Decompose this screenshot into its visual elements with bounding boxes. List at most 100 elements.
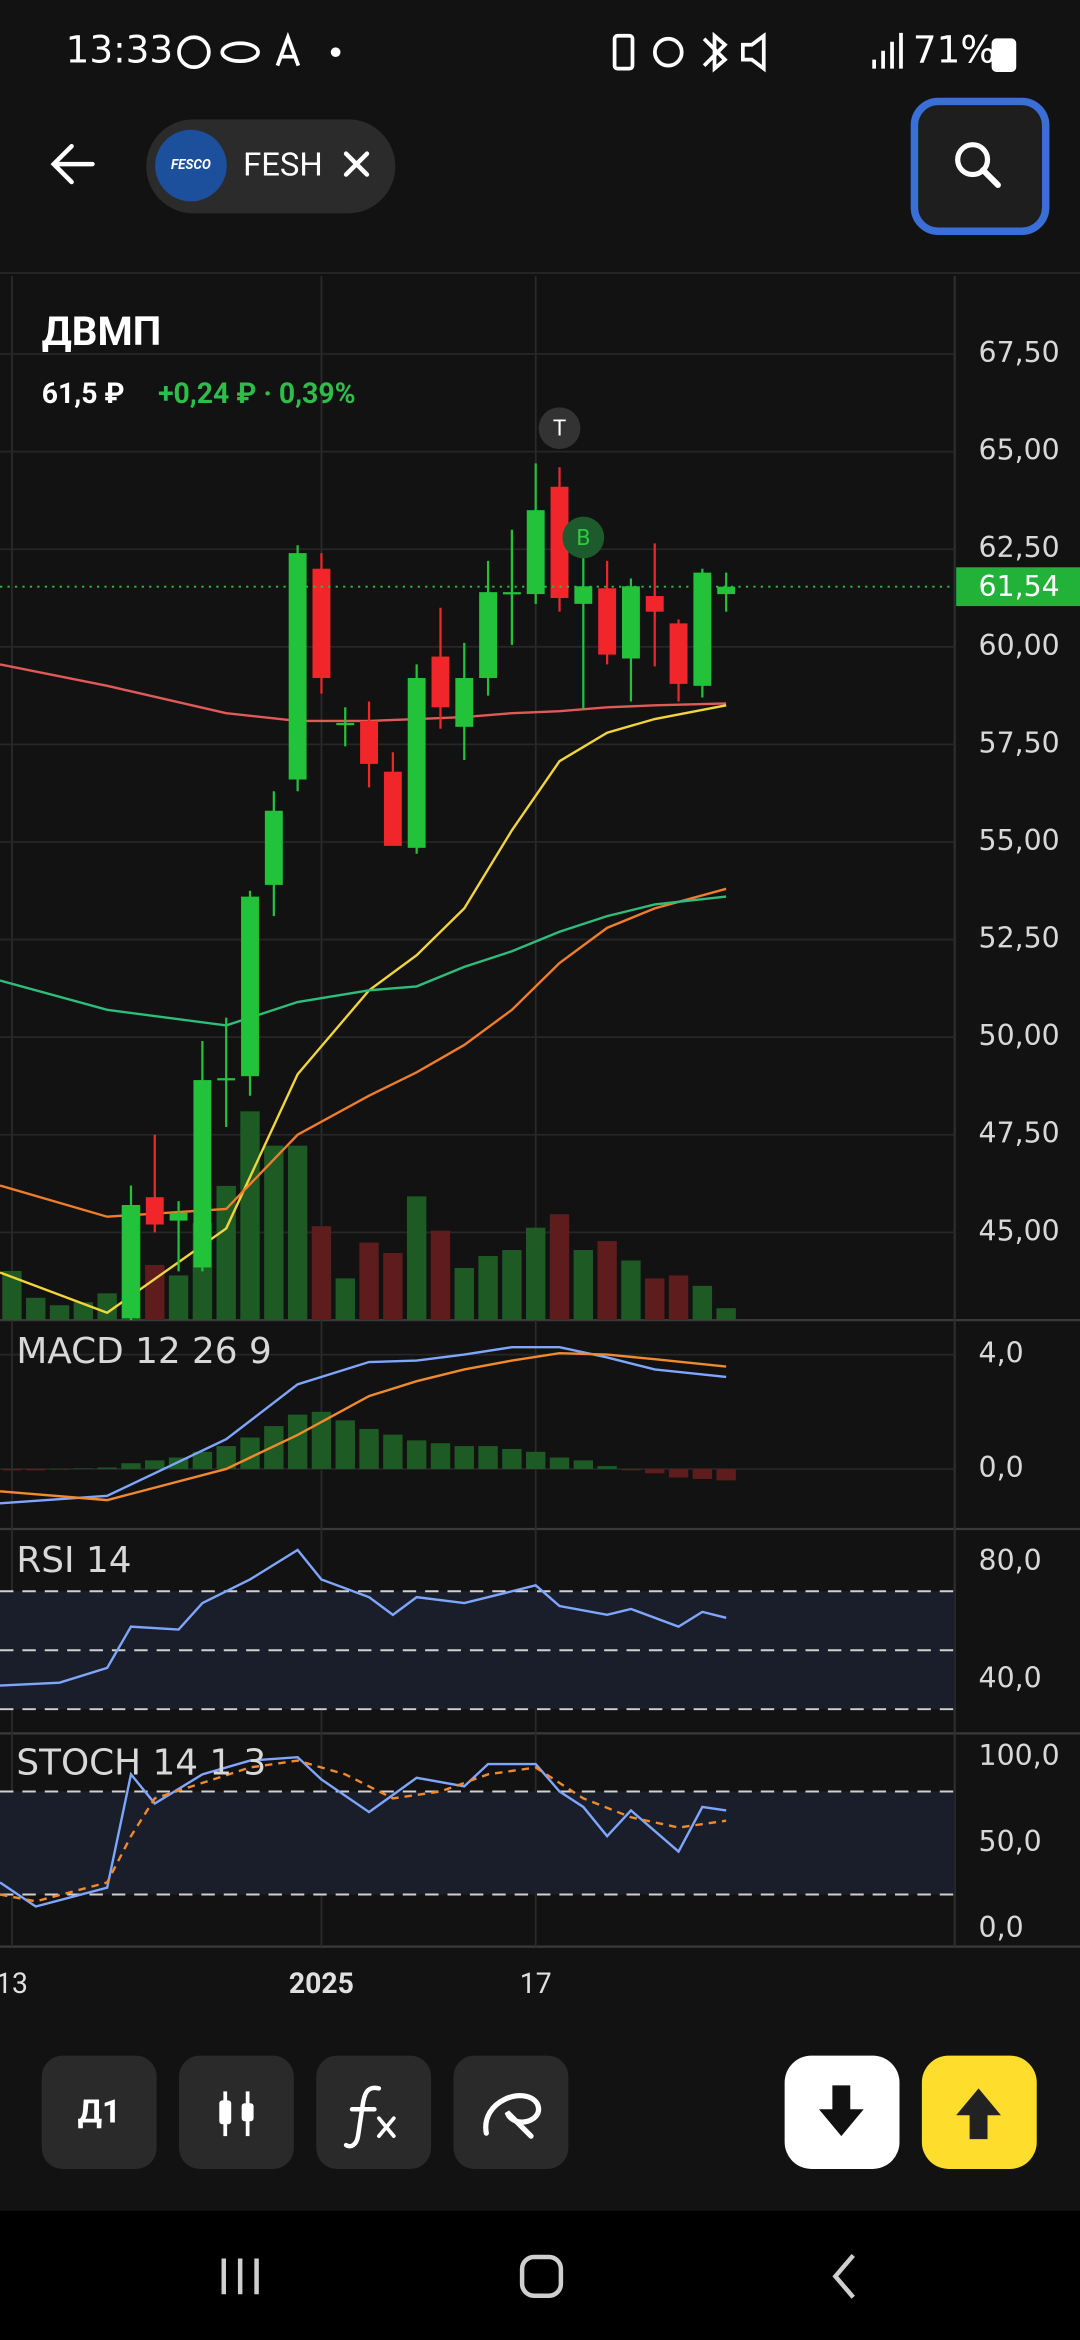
candle-body: [145, 1197, 164, 1225]
volume-bar: [573, 1250, 594, 1321]
y-tick-label: 65,00: [979, 434, 1060, 467]
candle-body: [431, 656, 450, 708]
indicator-title: MACD 12 26 9: [16, 1331, 271, 1372]
volume-bar: [97, 1293, 117, 1321]
price-change: +0,24 ₽ · 0,39%: [158, 377, 356, 410]
volume-bar: [49, 1305, 70, 1321]
volume-bar: [240, 1111, 260, 1321]
indicator-line: [0, 895, 727, 1027]
candle-body: [264, 810, 283, 885]
histogram-bar: [645, 1468, 665, 1474]
volume-bar: [311, 1226, 332, 1321]
candle-body: [360, 720, 379, 764]
candle-body: [550, 486, 569, 599]
buy-button[interactable]: [921, 2055, 1037, 2169]
candle-body: [193, 1080, 212, 1268]
volume-bar: [692, 1285, 713, 1321]
volume-bar: [454, 1267, 474, 1321]
status-time: 13:33: [66, 28, 173, 72]
histogram-bar: [335, 1420, 355, 1469]
candle-body: [645, 596, 664, 612]
y-tick-label: 100,0: [979, 1739, 1060, 1772]
histogram-bar: [668, 1468, 689, 1478]
trade-marker: [562, 516, 605, 559]
candle-body: [407, 678, 426, 848]
histogram-bar: [121, 1463, 141, 1469]
x-tick-label: 13: [0, 1967, 28, 2000]
logo-text: FESCO: [171, 158, 211, 173]
y-tick-label: 47,50: [979, 1117, 1060, 1150]
candle-body: [241, 896, 259, 1077]
ticker: FESH: [243, 147, 323, 185]
drawing-button[interactable]: [453, 2055, 569, 2169]
candle-body: [217, 1078, 236, 1081]
histogram-bar: [621, 1468, 641, 1471]
histogram-bar: [2, 1468, 22, 1471]
x-tick-label: 2025: [289, 1967, 354, 2000]
search-button[interactable]: [910, 97, 1050, 235]
nav-icons[interactable]: [221, 2254, 855, 2299]
volume-bar: [26, 1297, 46, 1321]
last-price-tag: [956, 567, 1080, 607]
volume-bar: [621, 1260, 641, 1321]
histogram-bar: [549, 1457, 570, 1469]
ticker-chip[interactable]: FESCO FESH: [146, 119, 396, 214]
y-tick-label: 55,00: [979, 824, 1060, 857]
candle-body: [122, 1205, 140, 1319]
y-tick-label: 45,00: [979, 1214, 1060, 1247]
candle-body: [717, 586, 736, 595]
volume-bar: [359, 1242, 379, 1321]
interval-button[interactable]: Д1: [41, 2055, 157, 2169]
candle-body: [383, 771, 402, 846]
indicator-title: STOCH 14 1 3: [16, 1743, 266, 1784]
y-tick-label: 80,0: [979, 1544, 1042, 1577]
volume-bar: [145, 1264, 165, 1321]
trade-marker-label: T: [553, 416, 566, 442]
volume-bar: [287, 1145, 308, 1321]
histogram-bar: [454, 1446, 474, 1469]
histogram-bar: [26, 1468, 46, 1471]
candle-body: [693, 572, 712, 686]
histogram-bar: [73, 1468, 94, 1469]
interval-label: Д1: [78, 2093, 121, 2131]
histogram-bar: [145, 1460, 165, 1469]
histogram-bar: [406, 1440, 427, 1469]
panel-plot: [0, 463, 736, 1321]
indicator-line: [0, 1345, 727, 1505]
trade-marker-label: B: [576, 525, 590, 551]
y-tick-label: 50,0: [979, 1825, 1042, 1858]
volume-bar: [168, 1275, 189, 1321]
histogram-bar: [192, 1451, 213, 1469]
indicator-line: [0, 1759, 727, 1903]
candle-body: [479, 592, 498, 679]
candle-body: [669, 623, 688, 684]
candle-body: [312, 568, 331, 679]
volume-bar: [526, 1227, 546, 1321]
volume-bar: [216, 1185, 236, 1321]
y-tick-label: 57,50: [979, 726, 1060, 759]
volume-bar: [668, 1275, 689, 1321]
candle-body: [621, 586, 640, 659]
candle-body: [169, 1212, 188, 1221]
y-tick-label: 60,00: [979, 629, 1060, 662]
histogram-bar: [311, 1411, 332, 1469]
instrument-price: 61,5 ₽: [42, 377, 125, 410]
volume-bar: [430, 1230, 451, 1321]
histogram-bar: [383, 1434, 403, 1469]
battery-level: 71%: [913, 28, 996, 72]
histogram-bar: [49, 1468, 70, 1470]
volume-bar: [478, 1256, 498, 1321]
histogram-bar: [478, 1446, 498, 1469]
volume-bar: [383, 1253, 403, 1321]
histogram-bar: [359, 1428, 379, 1469]
chart-type-button[interactable]: [179, 2055, 294, 2169]
indicator-line: [0, 1351, 727, 1502]
histogram-bar: [287, 1414, 308, 1469]
indicators-button[interactable]: [316, 2055, 432, 2169]
candle-body: [526, 510, 545, 595]
histogram-bar: [430, 1443, 451, 1469]
sell-button[interactable]: [784, 2055, 900, 2169]
back-button[interactable]: [50, 143, 95, 185]
y-tick-label: 40,0: [979, 1662, 1042, 1695]
